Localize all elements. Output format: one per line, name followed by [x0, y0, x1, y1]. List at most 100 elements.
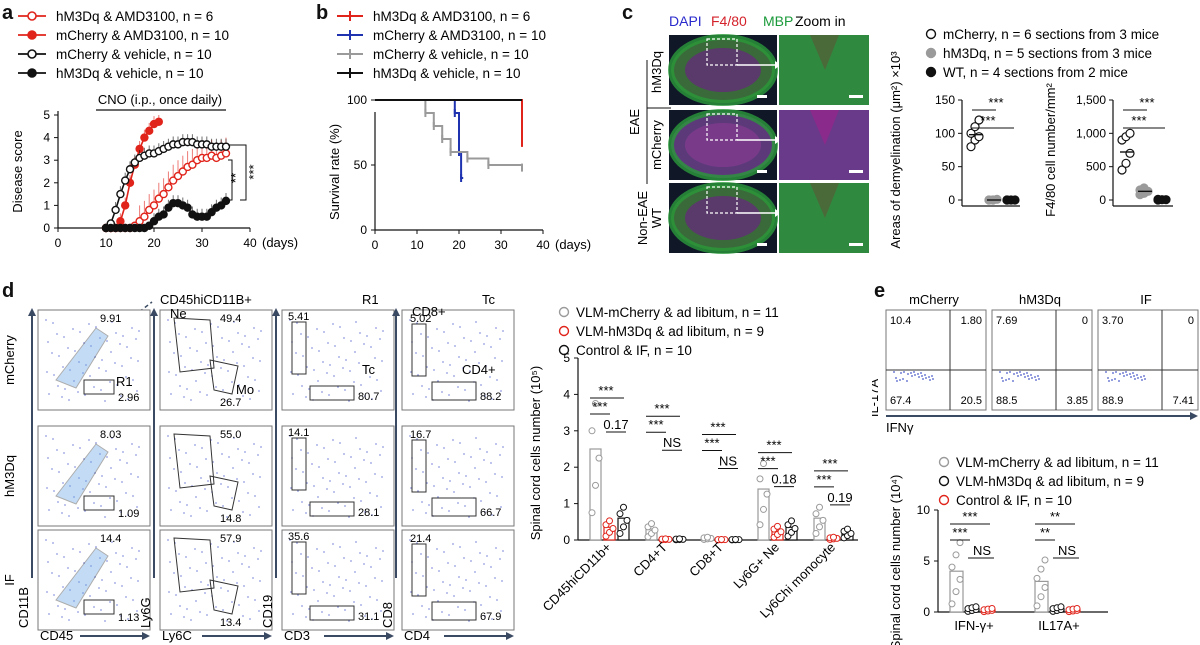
gate-value: 9.91: [100, 313, 121, 325]
event-dot: [375, 327, 377, 329]
event-dot: [228, 340, 230, 342]
event-dot: [132, 599, 134, 601]
event-dot: [474, 467, 476, 469]
event-dot: [98, 367, 100, 369]
legend-label-1: mCherry & AMD3100, n = 10: [56, 28, 229, 43]
event-dot: [183, 396, 185, 398]
sig-label: ***: [648, 417, 663, 432]
y-tick-label: 100: [935, 126, 955, 140]
event-dot: [458, 472, 460, 474]
event-dot: [94, 576, 96, 578]
event-dot: [84, 394, 86, 396]
event-dot: [207, 480, 209, 482]
event-dot: [180, 355, 182, 357]
event-dot: [138, 446, 140, 448]
event-dot: [46, 487, 48, 489]
zoom-scale-bar: [849, 95, 863, 98]
event-dot: [253, 443, 255, 445]
event-dot: [45, 435, 47, 437]
y-axis-label-1: F4/80 cell number/mm²: [1043, 83, 1058, 217]
y-tick-label: 0: [1099, 193, 1106, 207]
event-dot: [206, 614, 208, 616]
event-dot: [45, 539, 47, 541]
event-dot: [446, 372, 448, 374]
event-dot: [201, 447, 203, 449]
event-dot: [355, 321, 357, 323]
event-dot: [168, 371, 170, 373]
x-arrowhead: [1190, 412, 1198, 420]
event-dot: [216, 356, 218, 358]
bar-point: [616, 529, 624, 537]
data-point: [1117, 165, 1127, 175]
gate-header: CD45hiCD11B+: [160, 292, 252, 307]
plot-frame: [37, 529, 151, 631]
event-dot: [479, 332, 481, 334]
event-dot: [232, 571, 234, 573]
event-dot: [73, 496, 75, 498]
event-dot: [52, 322, 54, 324]
event-dot: [1132, 372, 1134, 374]
event-dot: [486, 335, 488, 337]
x-tick-label: 30: [494, 238, 508, 252]
bar-point: [676, 535, 683, 543]
bar-point: [1033, 602, 1041, 610]
event-dot: [82, 592, 84, 594]
legend-label-2: WT, n = 4 sections from 2 mice: [943, 65, 1128, 80]
event-dot: [321, 391, 323, 393]
x-tick-label: 0: [372, 238, 379, 252]
event-dot: [259, 360, 261, 362]
quadrant-value: 67.4: [890, 395, 911, 407]
event-dot: [115, 552, 117, 554]
column-title-2: R1: [362, 292, 379, 307]
row-label-2: IF: [2, 574, 17, 586]
event-dot: [89, 491, 91, 493]
event-dot: [137, 580, 139, 582]
zoom-scale-bar: [849, 243, 863, 246]
event-dot: [437, 380, 439, 382]
event-dot: [226, 620, 228, 622]
event-dot: [195, 496, 197, 498]
event-dot: [189, 463, 191, 465]
gate-value: 21.4: [410, 533, 431, 545]
gate-tc: [309, 385, 355, 401]
event-dot: [83, 342, 85, 344]
event-dot: [169, 561, 171, 563]
flow-plot-r0-c0: 9.91 2.96 R1: [37, 309, 151, 411]
event-dot: [297, 374, 299, 376]
event-dot: [1137, 377, 1139, 379]
event-dot: [914, 374, 916, 376]
event-dot: [52, 438, 54, 440]
event-dot: [259, 580, 261, 582]
flow-plot-r2-c2: 35.6 31.1: [281, 529, 395, 631]
event-dot: [204, 488, 206, 490]
sig-label: NS: [663, 435, 681, 450]
sig-label: ***: [988, 95, 1003, 110]
event-dot: [64, 504, 66, 506]
event-dot: [101, 475, 103, 477]
event-dot: [99, 453, 101, 455]
event-dot: [452, 439, 454, 441]
event-dot: [252, 473, 254, 475]
event-dot: [426, 586, 428, 588]
event-dot: [1031, 377, 1033, 379]
event-dot: [328, 614, 330, 616]
event-dot: [125, 596, 127, 598]
scale-bar: [757, 95, 767, 98]
event-dot: [906, 380, 908, 382]
zoom-fissure: [810, 183, 839, 218]
event-dot: [257, 454, 259, 456]
bar-point: [1041, 584, 1049, 592]
event-dot: [365, 585, 367, 587]
event-dot: [360, 500, 362, 502]
event-dot: [1105, 371, 1107, 373]
zoom-fissure: [810, 110, 839, 145]
event-dot: [421, 605, 423, 607]
event-dot: [317, 600, 319, 602]
event-dot: [244, 451, 246, 453]
event-dot: [469, 590, 471, 592]
event-dot: [173, 468, 175, 470]
sig-label-1: **: [228, 173, 243, 183]
event-dot: [480, 384, 482, 386]
event-dot: [354, 571, 356, 573]
event-dot: [238, 500, 240, 502]
